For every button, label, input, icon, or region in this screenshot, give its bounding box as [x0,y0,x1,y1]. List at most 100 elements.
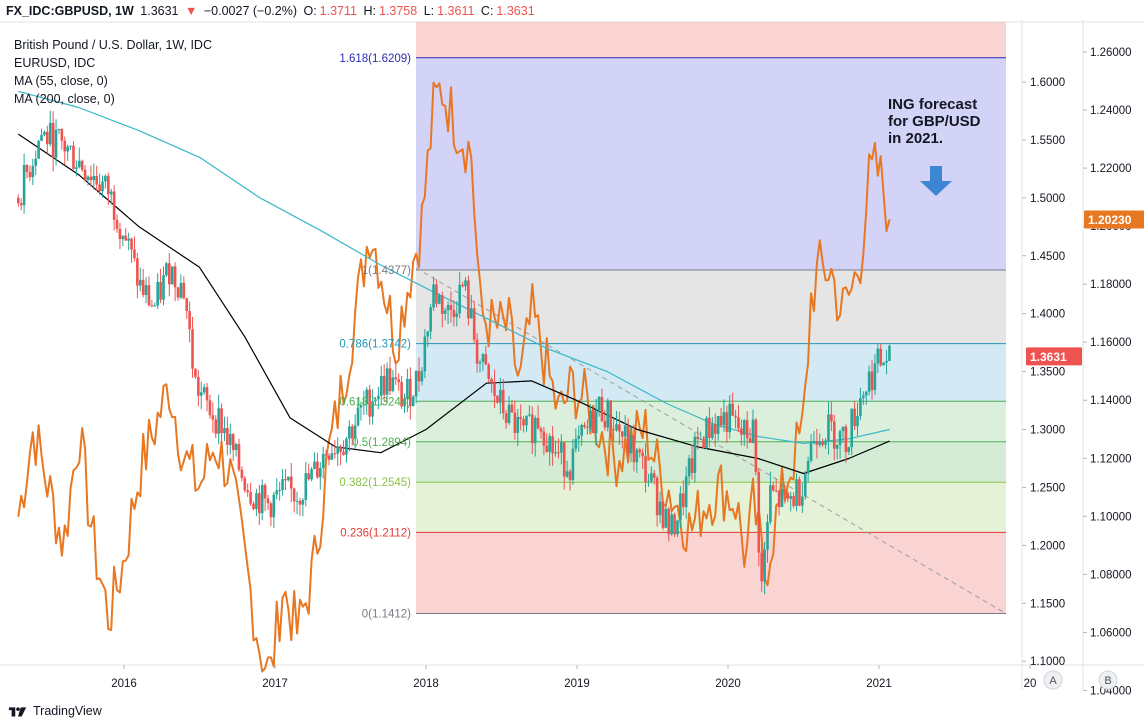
candle-body [864,391,868,396]
candle-body [499,389,502,403]
candle-body [626,425,630,454]
left-tick-label: 1.5000 [1030,193,1065,205]
chart-legend: British Pound / U.S. Dollar, 1W, IDC EUR… [14,36,212,108]
legend-ma55[interactable]: MA (55, close, 0) [14,74,108,88]
candle-body [652,473,656,478]
candle-body [481,354,485,363]
candle-body [606,400,610,428]
scale-button-b[interactable] [1098,670,1118,690]
eurusd-overlay [17,81,891,673]
price-chart[interactable]: 1.618(1.6209) 1(1.4377) 0.786(1.3742) 0.618… [0,0,1144,700]
candle-body [876,348,880,364]
candle-body [484,354,488,365]
candle-body [501,389,505,414]
candle-body [25,164,29,172]
candle-body [873,363,877,391]
scale-button-label: B [1104,675,1111,687]
candle-body [69,145,72,147]
low-value: 1.3611 [437,4,475,18]
candle-body [676,520,679,535]
candle-body [632,435,636,463]
candle-body [525,415,528,426]
candle-body [101,181,104,192]
candle-body [757,472,761,553]
candle-body [774,490,778,492]
candle-body [182,282,186,299]
candle-body [51,122,55,158]
right-tick-label: 1.22000 [1090,163,1132,175]
candle-body [478,362,482,364]
candle-body [202,387,206,393]
left-price-axis[interactable]: 1.6000 1.5500 1.5000 1.4500 1.4000 1.3500 1.30… [1022,77,1065,668]
candle-body [37,140,40,159]
candle-body [490,378,493,383]
candle-body [789,496,793,499]
candle-body [191,329,194,369]
candle-body [740,428,743,435]
close-value: 1.3631 [496,4,535,18]
fib-level-label: 1(1.4377) [362,265,411,277]
candle-body [66,146,69,152]
left-tick-label: 1.3000 [1030,425,1065,437]
candle-body [661,501,665,528]
right-tick-label: 1.08000 [1090,569,1132,581]
candle-body [31,165,35,178]
candle-body [670,514,673,535]
candle-body [760,552,763,582]
candle-body [821,441,824,445]
right-tick-label: 1.26000 [1090,47,1132,59]
time-axis[interactable]: 2016 2017 2018 2019 2020 2021 20 [111,665,1036,690]
legend-ma200[interactable]: MA (200, close, 0) [14,92,115,106]
fib-zone [416,482,1006,533]
footer-branding[interactable]: TradingView [8,704,102,718]
annotation-line-3: in 2021. [888,130,944,147]
candle-body [388,368,392,392]
candle-body [80,160,84,170]
candle-body [841,426,845,432]
high-label: H: [363,4,376,18]
candle-body [557,452,560,454]
candle-body [301,499,305,505]
candle-body [507,404,511,423]
candle-body [455,313,459,317]
ma55-line [17,133,890,475]
candle-body [818,441,822,445]
candle-body [150,305,154,307]
close-label: C: [480,4,494,18]
candle-body [838,431,842,446]
candle-body [217,408,220,434]
candle-body [356,407,360,426]
price-badges: 1.3631 1.20230 [1026,210,1144,366]
candle-body [452,309,456,317]
fib-zone [416,270,1006,344]
candle-body [684,476,688,508]
candle-body [443,310,447,314]
candle-body [112,191,116,220]
right-price-axis[interactable]: 1.260001.240001.220001.200001.180001.160… [1083,47,1132,697]
candle-body [228,433,232,445]
scale-button-a[interactable] [1043,670,1063,690]
candle-body [411,396,415,407]
candle-body [487,364,491,379]
last-price-badge-text: 1.3631 [1030,350,1067,364]
legend-overlay[interactable]: EURUSD, IDC [14,56,96,70]
candle-body [600,397,604,422]
candle-body [359,405,363,408]
candle-body [234,444,238,451]
right-tick-label: 1.16000 [1090,337,1132,349]
candle-body [594,410,598,434]
candle-body [72,145,75,169]
candle-body [859,398,862,416]
candle-body [275,490,279,495]
candle-body [98,184,101,192]
legend-main[interactable]: British Pound / U.S. Dollar, 1W, IDC [14,38,212,52]
candle-body [798,479,801,506]
left-tick-label: 1.1000 [1030,656,1065,668]
candle-body [185,298,189,312]
candle-body [562,442,566,477]
candle-body [888,345,891,361]
right-tick-label: 1.24000 [1090,105,1132,117]
candle-body [705,417,708,448]
symbol-name[interactable]: FX_IDC:GBPUSD, 1W [6,4,134,18]
